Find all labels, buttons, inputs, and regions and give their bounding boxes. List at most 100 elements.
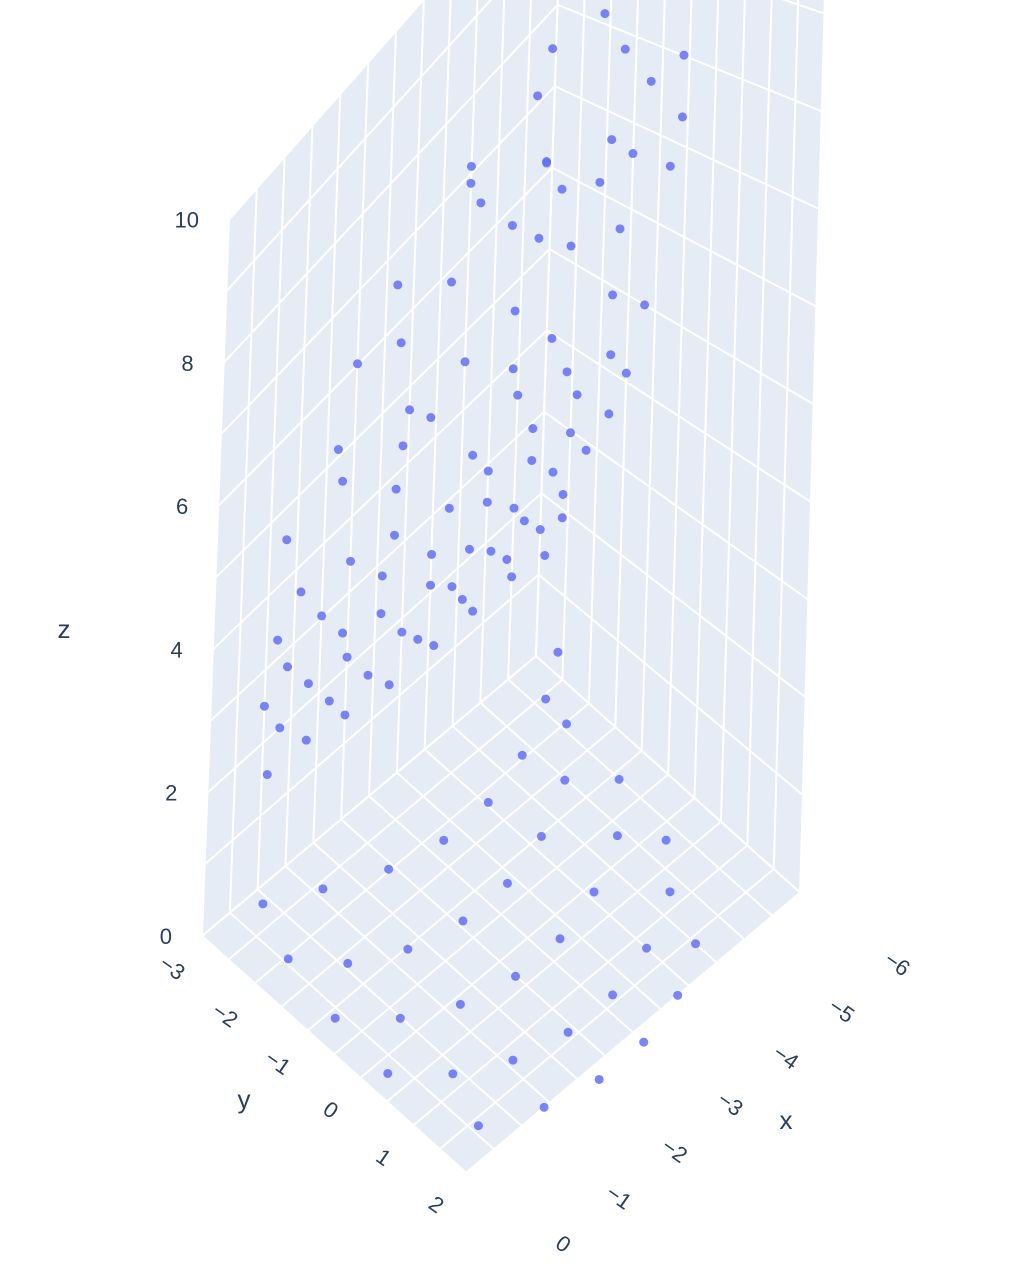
data-point (377, 571, 387, 581)
data-point (258, 899, 268, 909)
data-point (397, 627, 407, 637)
data-point (455, 999, 465, 1009)
data-point (447, 277, 457, 287)
gridline-y-floor (359, 797, 696, 1079)
data-point (661, 835, 671, 845)
data-point (296, 587, 306, 597)
gridline-y-wall (852, 0, 880, 941)
data-point (395, 1013, 405, 1023)
data-point (533, 91, 543, 101)
gridline-z-xz (206, 492, 543, 794)
gridline-z-yz (546, 329, 865, 538)
y-tick-label: −1 (261, 1045, 296, 1080)
data-point (384, 680, 394, 690)
data-point (303, 679, 313, 689)
gridline-y-floor (439, 868, 775, 1150)
data-point (282, 662, 292, 672)
data-point (679, 50, 689, 60)
data-point (473, 1121, 483, 1131)
data-point (691, 939, 701, 949)
data-point (563, 1027, 573, 1037)
gridline-z-xz (217, 166, 553, 507)
data-point (391, 484, 401, 494)
data-point (673, 990, 683, 1000)
data-point (383, 1068, 393, 1078)
data-point (528, 424, 538, 434)
data-point (639, 1037, 649, 1047)
x-axis-title: x (780, 1105, 793, 1135)
data-point (612, 831, 622, 841)
data-point (468, 606, 478, 616)
data-point (483, 466, 493, 476)
data-point (677, 112, 687, 122)
data-point (343, 958, 353, 968)
gridline-z-xz (214, 248, 551, 579)
data-point (541, 694, 551, 704)
data-point (460, 357, 470, 367)
data-point (476, 198, 486, 208)
data-point (581, 445, 591, 455)
data-point (509, 503, 519, 513)
z-tick-label: 6 (176, 494, 188, 519)
gridline-z-yz (540, 492, 860, 739)
y-axis-title: y (238, 1084, 251, 1114)
data-point (560, 775, 570, 785)
data-point (607, 135, 617, 145)
x-tick-label: −2 (657, 1133, 692, 1168)
data-point (600, 9, 610, 19)
data-point (466, 161, 476, 171)
gridline-y-floor (307, 749, 643, 1032)
gridline-z-xz (212, 329, 548, 651)
data-point (396, 338, 406, 348)
gridline-z-yz (543, 410, 862, 639)
data-point (273, 635, 283, 645)
data-point (282, 535, 292, 545)
gridline-z-yz (551, 166, 870, 336)
data-point (566, 241, 576, 251)
data-point (640, 300, 650, 310)
data-point (317, 611, 327, 621)
data-point (439, 835, 449, 845)
data-point (621, 368, 631, 378)
data-point (517, 750, 527, 760)
y-tick-label: −3 (155, 950, 190, 985)
data-point (447, 582, 457, 592)
z-axis-title: z (58, 614, 71, 644)
data-point (464, 544, 474, 554)
data-point (384, 864, 394, 874)
y-tick-label: −2 (208, 998, 243, 1033)
gridline-y-floor (254, 702, 590, 985)
data-point (540, 550, 550, 560)
data-point (519, 516, 529, 526)
x-tick-label: −3 (713, 1086, 748, 1121)
data-point (427, 549, 437, 559)
data-point (665, 887, 675, 897)
data-points (258, 9, 701, 1131)
data-point (458, 916, 468, 926)
z-tick-label: 0 (160, 924, 172, 949)
data-point (403, 944, 413, 954)
data-point (508, 1055, 518, 1065)
data-point (565, 428, 575, 438)
data-point (548, 44, 558, 54)
data-point (507, 220, 517, 230)
gridline-z-yz (538, 573, 857, 840)
data-point (466, 178, 476, 188)
x-tick-label: −4 (769, 1040, 804, 1075)
data-point (606, 350, 616, 360)
data-point (340, 710, 350, 720)
data-point (594, 1074, 604, 1084)
data-point (338, 628, 348, 638)
y-tick-label: 0 (319, 1096, 343, 1124)
data-point (642, 943, 652, 953)
x-tick-label: −1 (602, 1180, 637, 1215)
data-point (513, 390, 523, 400)
data-point (444, 503, 454, 513)
data-point (448, 1069, 458, 1079)
data-point (426, 580, 436, 590)
data-point (535, 525, 545, 535)
data-point (547, 333, 557, 343)
data-point (413, 634, 423, 644)
data-point (502, 878, 512, 888)
